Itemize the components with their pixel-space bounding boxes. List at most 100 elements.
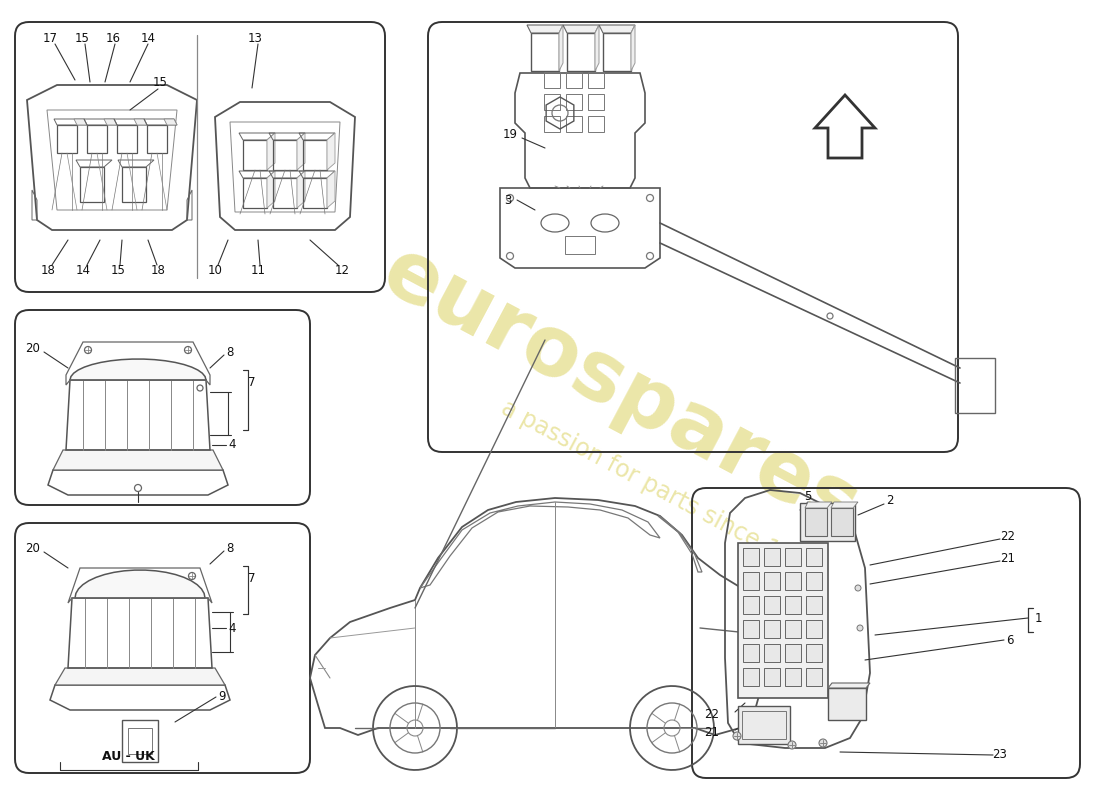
Text: 14: 14 bbox=[141, 31, 155, 45]
Bar bbox=[785, 572, 801, 590]
Bar bbox=[128, 728, 152, 754]
Bar bbox=[806, 596, 822, 614]
Bar bbox=[955, 358, 996, 413]
Text: 15: 15 bbox=[153, 77, 167, 90]
Polygon shape bbox=[75, 570, 205, 598]
Polygon shape bbox=[74, 119, 87, 125]
Circle shape bbox=[857, 625, 864, 631]
Polygon shape bbox=[134, 119, 147, 125]
Polygon shape bbox=[267, 171, 275, 208]
Bar bbox=[738, 543, 828, 698]
Text: 12: 12 bbox=[334, 263, 350, 277]
Bar bbox=[806, 644, 822, 662]
Text: 20: 20 bbox=[25, 342, 41, 354]
Polygon shape bbox=[805, 502, 832, 508]
Polygon shape bbox=[327, 133, 336, 170]
Text: 17: 17 bbox=[43, 31, 57, 45]
Bar bbox=[785, 548, 801, 566]
Text: AU - UK: AU - UK bbox=[101, 750, 154, 762]
Text: 5: 5 bbox=[804, 490, 812, 502]
Polygon shape bbox=[327, 171, 336, 208]
Bar bbox=[566, 33, 595, 71]
Bar bbox=[806, 548, 822, 566]
Text: 7: 7 bbox=[249, 571, 255, 585]
Text: 15: 15 bbox=[111, 263, 125, 277]
Bar bbox=[738, 706, 790, 744]
Bar bbox=[566, 94, 582, 110]
Text: 22: 22 bbox=[704, 707, 719, 721]
Text: 8: 8 bbox=[227, 346, 233, 358]
Bar bbox=[566, 72, 582, 88]
Text: 16: 16 bbox=[106, 31, 121, 45]
Text: 15: 15 bbox=[75, 31, 89, 45]
Polygon shape bbox=[53, 450, 223, 470]
Text: 14: 14 bbox=[76, 263, 90, 277]
Polygon shape bbox=[559, 25, 563, 71]
Text: 6: 6 bbox=[1006, 634, 1014, 646]
Polygon shape bbox=[527, 25, 563, 33]
Bar bbox=[806, 668, 822, 686]
Text: 2: 2 bbox=[887, 494, 893, 506]
Bar bbox=[57, 125, 77, 153]
Bar bbox=[87, 125, 107, 153]
Text: 18: 18 bbox=[151, 263, 165, 277]
Bar bbox=[80, 167, 104, 202]
Bar bbox=[785, 620, 801, 638]
Bar bbox=[243, 140, 267, 170]
Bar bbox=[566, 116, 582, 132]
Bar bbox=[742, 620, 759, 638]
Bar bbox=[273, 178, 297, 208]
Bar bbox=[117, 125, 138, 153]
Bar bbox=[764, 620, 780, 638]
Text: 23: 23 bbox=[992, 749, 1008, 762]
Bar bbox=[544, 116, 560, 132]
Text: 7: 7 bbox=[249, 375, 255, 389]
Polygon shape bbox=[297, 133, 305, 170]
Circle shape bbox=[788, 741, 796, 749]
Bar bbox=[830, 508, 852, 536]
Bar bbox=[122, 167, 146, 202]
Bar bbox=[785, 596, 801, 614]
Text: 19: 19 bbox=[503, 129, 517, 142]
Polygon shape bbox=[631, 25, 635, 71]
Text: 3: 3 bbox=[504, 194, 512, 206]
Bar bbox=[764, 644, 780, 662]
Text: 21: 21 bbox=[704, 726, 719, 738]
Circle shape bbox=[733, 732, 741, 740]
Text: 21: 21 bbox=[1001, 551, 1015, 565]
Bar bbox=[764, 596, 780, 614]
Bar bbox=[531, 33, 559, 71]
Bar bbox=[742, 644, 759, 662]
Polygon shape bbox=[164, 119, 177, 125]
Text: 13: 13 bbox=[248, 31, 263, 45]
Polygon shape bbox=[55, 668, 225, 685]
Text: 18: 18 bbox=[41, 263, 55, 277]
Bar bbox=[785, 668, 801, 686]
Circle shape bbox=[820, 739, 827, 747]
Bar bbox=[806, 572, 822, 590]
Polygon shape bbox=[563, 25, 600, 33]
Text: 9: 9 bbox=[218, 690, 226, 703]
Bar bbox=[588, 116, 604, 132]
Polygon shape bbox=[104, 119, 117, 125]
Polygon shape bbox=[595, 25, 600, 71]
Bar bbox=[588, 72, 604, 88]
Text: 8: 8 bbox=[227, 542, 233, 554]
Bar bbox=[302, 140, 327, 170]
Polygon shape bbox=[830, 502, 858, 508]
Bar bbox=[785, 644, 801, 662]
Polygon shape bbox=[297, 171, 305, 208]
Circle shape bbox=[855, 585, 861, 591]
Bar bbox=[805, 508, 827, 536]
Text: 10: 10 bbox=[208, 263, 222, 277]
Text: 1: 1 bbox=[1034, 611, 1042, 625]
Polygon shape bbox=[70, 359, 206, 380]
Polygon shape bbox=[267, 133, 275, 170]
Bar bbox=[742, 596, 759, 614]
Bar bbox=[544, 94, 560, 110]
Bar bbox=[828, 688, 866, 720]
Bar bbox=[742, 668, 759, 686]
Bar bbox=[273, 140, 297, 170]
Bar bbox=[800, 503, 855, 541]
Text: a passion for parts since 1985: a passion for parts since 1985 bbox=[497, 395, 823, 585]
